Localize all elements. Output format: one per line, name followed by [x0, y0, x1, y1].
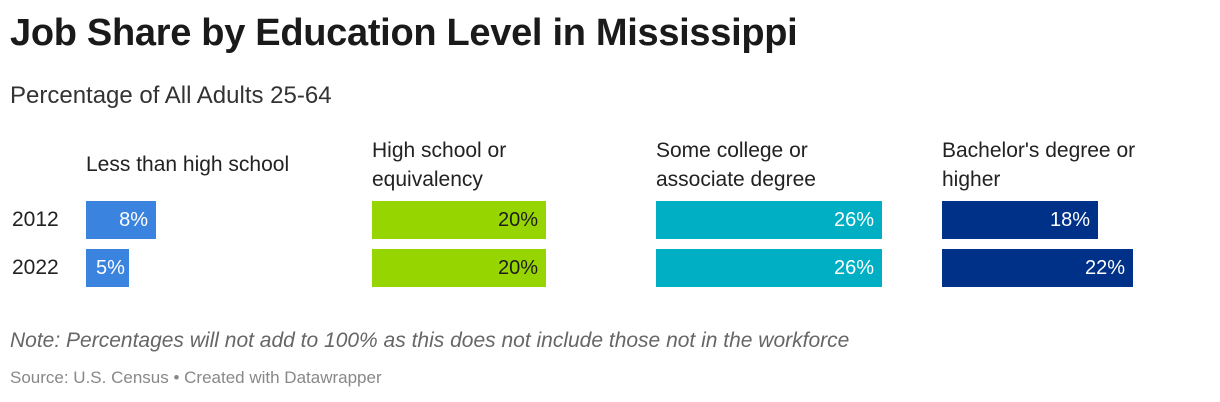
- bar-4-2022: 22%: [942, 249, 1133, 287]
- bar-value-label: 26%: [833, 256, 874, 279]
- row-label-2012: 2012: [12, 208, 59, 231]
- bar-1-2012: 8%: [86, 201, 156, 239]
- chart-note: Note: Percentages will not add to 100% a…: [10, 329, 850, 352]
- bar-value-label: 5%: [96, 256, 125, 279]
- bar-value-label: 18%: [1049, 208, 1090, 231]
- panel-header-1: Less than high school: [86, 153, 290, 176]
- bar-2-2022: 20%: [372, 249, 546, 287]
- chart-subtitle: Percentage of All Adults 25-64: [10, 82, 332, 109]
- panel-header-3: Some college or associate degree: [656, 139, 816, 191]
- bar-4-2012: 18%: [942, 201, 1098, 239]
- bar-3-2012: 26%: [656, 201, 882, 239]
- bar-value-label: 22%: [1084, 256, 1125, 279]
- bar-value-label: 20%: [497, 208, 538, 231]
- bar-value-label: 26%: [833, 208, 874, 231]
- chart-title: Job Share by Education Level in Mississi…: [10, 12, 798, 54]
- panel-header-2: High school or equivalency: [372, 139, 507, 191]
- bar-2-2012: 20%: [372, 201, 546, 239]
- bar-1-2022: 5%: [86, 249, 129, 287]
- bar-3-2022: 26%: [656, 249, 882, 287]
- bar-value-label: 20%: [497, 256, 538, 279]
- row-label-2022: 2022: [12, 256, 59, 279]
- chart-source: Source: U.S. Census • Created with Dataw…: [10, 368, 382, 387]
- panel-header-4: Bachelor's degree or higher: [942, 139, 1136, 191]
- bar-value-label: 8%: [119, 208, 148, 231]
